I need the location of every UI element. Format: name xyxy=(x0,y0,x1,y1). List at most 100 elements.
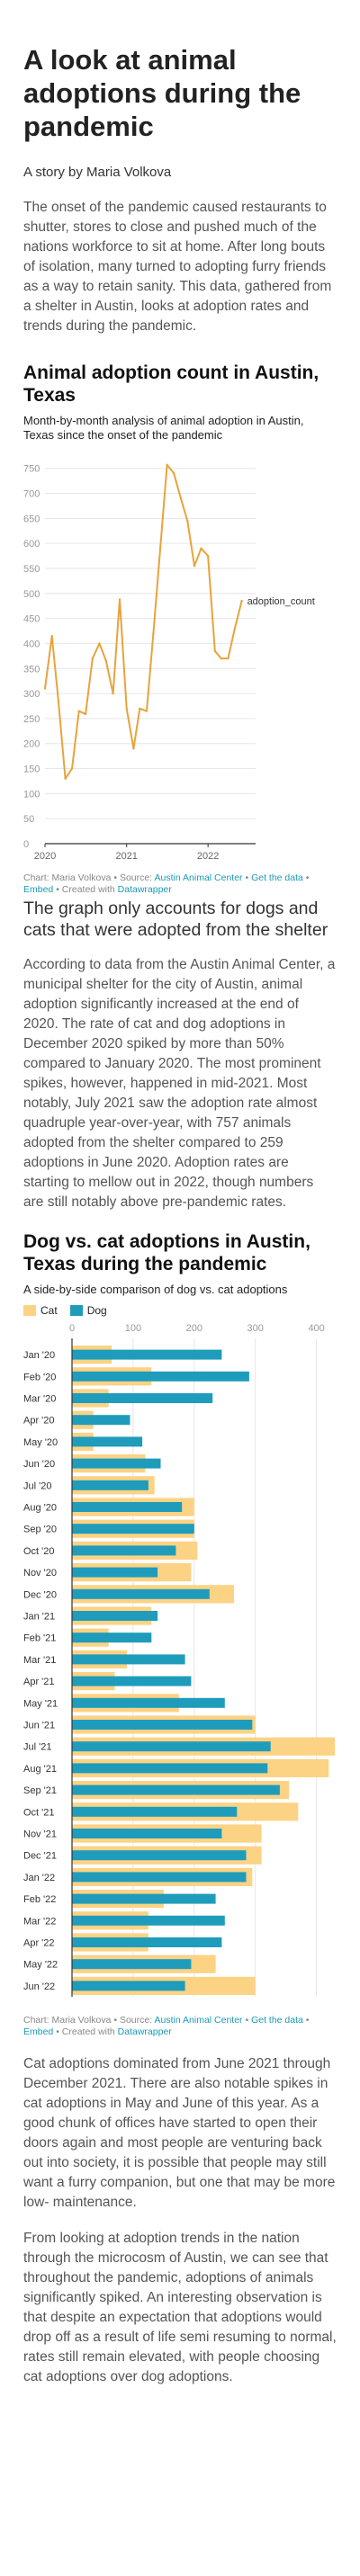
footer-datawrapper-link[interactable]: Datawrapper xyxy=(117,2026,172,2037)
footer-get-data-link[interactable]: Get the data xyxy=(251,2015,303,2026)
footer-embed-link[interactable]: Embed xyxy=(23,884,54,895)
y-tick-label: 500 xyxy=(23,589,40,600)
category-label: Apr '21 xyxy=(23,1677,55,1687)
bar-dog xyxy=(72,1981,185,1991)
y-tick-label: 450 xyxy=(23,614,40,625)
bar-chart-subtitle: A side-by-side comparison of dog vs. cat… xyxy=(23,1283,288,1296)
bar-dog xyxy=(72,1915,225,1926)
line-chart-subtitle: Month-by-month analysis of animal adopti… xyxy=(23,414,304,442)
bar-dog xyxy=(72,1545,176,1556)
data-point xyxy=(166,463,168,466)
article-title: A look at animal adoptions during the pa… xyxy=(23,44,302,142)
data-point xyxy=(240,599,243,603)
line-chart-footer: Chart: Maria Volkova • Source: Austin An… xyxy=(23,872,337,896)
bar-dog xyxy=(72,1850,247,1861)
x-tick-label: 300 xyxy=(248,1323,264,1334)
category-label: Aug '20 xyxy=(23,1503,57,1514)
bar-chart-title: Dog vs. cat adoptions in Austin, Texas d… xyxy=(23,1231,310,1275)
intro-paragraph: The onset of the pandemic caused restaur… xyxy=(23,200,332,334)
footer-chart-credit: Chart: Maria Volkova • Source: xyxy=(23,872,155,883)
category-label: May '22 xyxy=(23,1960,58,1971)
footer-created-with: • Created with xyxy=(53,884,118,895)
legend-swatch-dog xyxy=(69,1305,83,1316)
data-point xyxy=(64,777,67,780)
line-chart-block: Animal adoption count in Austin, Texas M… xyxy=(23,362,337,896)
category-label: Sep '20 xyxy=(23,1525,57,1535)
bar-dog xyxy=(72,1393,213,1403)
article: A look at animal adoptions during the pa… xyxy=(23,44,337,2384)
data-point xyxy=(220,657,222,660)
category-label: Oct '20 xyxy=(23,1546,55,1557)
data-point xyxy=(84,712,87,716)
category-label: Aug '21 xyxy=(23,1764,57,1775)
bar-chart-footer: Chart: Maria Volkova • Source: Austin An… xyxy=(23,2015,337,2038)
bar-dog xyxy=(72,1654,185,1665)
category-label: Jan '21 xyxy=(23,1612,55,1623)
footer-get-data-link[interactable]: Get the data xyxy=(251,872,303,883)
legend-item-dog: Dog xyxy=(69,1304,107,1317)
bar-dog xyxy=(72,1763,268,1774)
section-heading: The graph only accounts for dogs and cat… xyxy=(23,899,328,940)
body-paragraph-4: From looking at adoption trends in the n… xyxy=(23,2231,337,2384)
bar-dog xyxy=(72,1480,148,1490)
bar-dog xyxy=(72,1371,249,1382)
category-label: Nov '21 xyxy=(23,1829,57,1840)
y-tick-label: 250 xyxy=(23,714,40,725)
bar-dog xyxy=(72,1567,158,1578)
category-label: Nov '20 xyxy=(23,1568,57,1579)
data-point xyxy=(213,649,216,652)
data-point xyxy=(118,598,122,601)
bar-dog xyxy=(72,1720,253,1730)
y-tick-label: 550 xyxy=(23,564,40,575)
category-label: Sep '21 xyxy=(23,1785,57,1796)
category-label: Jul '21 xyxy=(23,1742,51,1753)
bar-chart-legend: Cat Dog xyxy=(23,1304,337,1317)
data-point xyxy=(186,519,189,523)
category-label: Feb '20 xyxy=(23,1372,56,1382)
bar-chart-block: Dog vs. cat adoptions in Austin, Texas d… xyxy=(23,1230,337,2038)
bar-dog xyxy=(72,1806,238,1817)
y-tick-label: 750 xyxy=(23,464,40,475)
data-point xyxy=(200,547,202,550)
footer-embed-link[interactable]: Embed xyxy=(23,2026,54,2037)
category-label: Apr '22 xyxy=(23,1938,55,1949)
data-point xyxy=(125,707,128,710)
series-line-adoption-count xyxy=(44,463,243,780)
bar-dog xyxy=(72,1959,192,1970)
bar-dog xyxy=(72,1524,194,1534)
y-tick-label: 400 xyxy=(23,639,40,649)
data-point xyxy=(193,565,196,568)
legend-item-cat: Cat xyxy=(23,1304,58,1317)
data-point xyxy=(112,692,114,695)
footer-source-link[interactable]: Austin Animal Center xyxy=(154,2015,243,2026)
y-tick-label: 0 xyxy=(23,839,29,850)
legend-label-cat: Cat xyxy=(40,1304,58,1317)
x-tick-label: 200 xyxy=(186,1323,202,1334)
bar-dog xyxy=(72,1349,222,1360)
footer-datawrapper-link[interactable]: Datawrapper xyxy=(117,884,172,895)
y-tick-label: 700 xyxy=(23,489,40,500)
data-point xyxy=(70,767,74,770)
data-point xyxy=(91,657,94,660)
bar-dog xyxy=(72,1697,225,1708)
data-point xyxy=(50,634,53,638)
legend-label-dog: Dog xyxy=(86,1304,107,1317)
category-label: Mar '20 xyxy=(23,1394,56,1405)
data-point xyxy=(206,554,210,558)
category-label: May '21 xyxy=(23,1698,58,1709)
category-label: Jul '20 xyxy=(23,1480,51,1491)
data-point xyxy=(139,707,141,710)
data-point xyxy=(77,710,80,712)
bar-dog xyxy=(72,1632,152,1643)
category-label: Feb '21 xyxy=(23,1633,56,1644)
footer-source-link[interactable]: Austin Animal Center xyxy=(154,872,243,883)
bar-dog xyxy=(72,1436,143,1447)
byline: A story by Maria Volkova xyxy=(23,165,172,180)
category-label: Jun '22 xyxy=(23,1981,55,1992)
category-label: Dec '21 xyxy=(23,1851,57,1862)
y-tick-label: 650 xyxy=(23,514,40,524)
y-tick-label: 150 xyxy=(23,765,40,775)
bar-dog xyxy=(72,1458,161,1469)
line-chart-title: Animal adoption count in Austin, Texas xyxy=(23,362,320,406)
y-tick-label: 100 xyxy=(23,789,40,800)
